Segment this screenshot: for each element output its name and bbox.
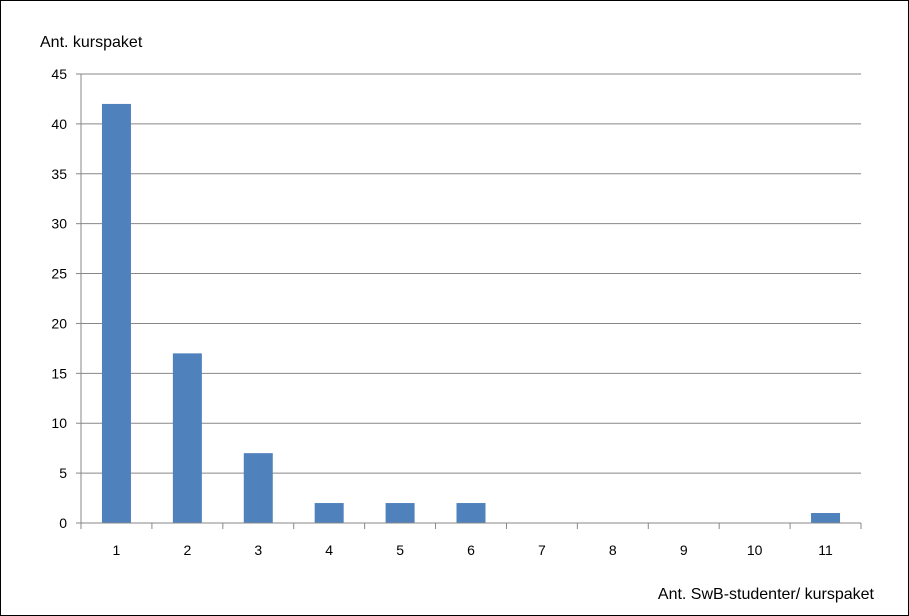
x-tick-label: 1 [113,542,121,558]
x-tick-label: 8 [609,542,617,558]
x-axis-title: Ant. SwB-studenter/ kurspaket [658,586,875,603]
x-tick-label: 10 [747,542,763,558]
y-tick-label: 10 [51,415,67,431]
y-tick-label: 40 [51,116,67,132]
y-tick-label: 5 [59,465,67,481]
y-tick-label: 30 [51,216,67,232]
x-tick-label: 9 [680,542,688,558]
y-axis-title: Ant. kurspaket [40,34,143,51]
y-tick-labels: 0 5 10 15 20 25 30 35 40 45 [51,66,67,531]
y-tick-label: 20 [51,315,67,331]
x-tick-label: 5 [396,542,404,558]
x-tick-label: 11 [818,542,833,558]
y-tick-label: 35 [51,166,67,182]
x-tick-label: 6 [467,542,475,558]
x-tick-label: 2 [183,542,191,558]
y-tick-label: 45 [51,66,67,82]
bar-6 [456,503,486,523]
y-tick-label: 15 [51,365,67,381]
x-tick-labels: 1 2 3 4 5 6 7 8 9 10 11 [113,542,833,558]
bar-5 [385,503,415,523]
bars [101,103,841,523]
bar-3 [243,453,273,523]
y-tick-label: 0 [59,515,67,531]
x-tick-label: 3 [254,542,262,558]
y-tick-label: 25 [51,266,67,282]
bar-11 [811,513,841,523]
bar-4 [314,503,344,523]
x-tick-label: 7 [538,542,546,558]
x-tick-label: 4 [325,542,333,558]
bar-2 [172,353,202,523]
bar-1 [101,103,131,523]
gridlines [81,73,861,474]
axes [76,73,862,529]
